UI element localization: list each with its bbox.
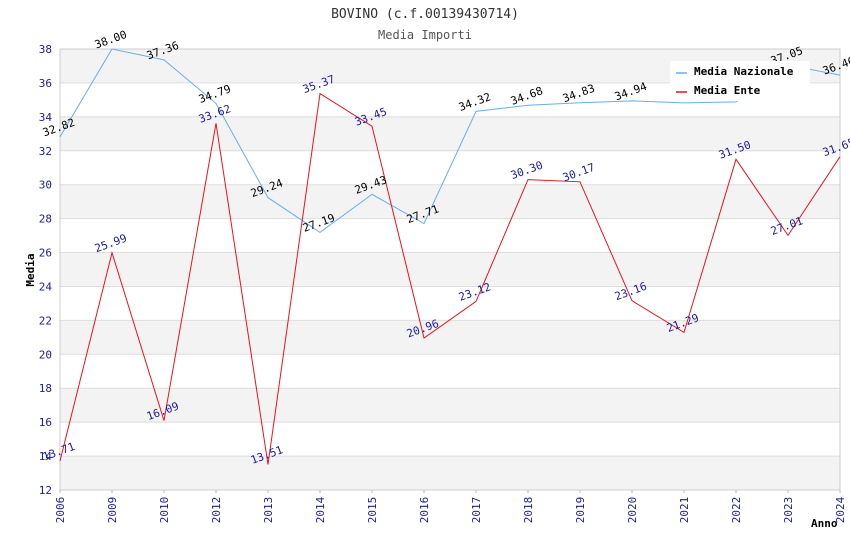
legend-box (670, 61, 810, 101)
x-tick-label: 2012 (210, 497, 223, 524)
legend-label-media-nazionale: Media Nazionale (694, 65, 794, 78)
legend-label-media-ente: Media Ente (694, 84, 761, 97)
x-tick-label: 2022 (730, 497, 743, 524)
y-tick-label: 30 (39, 179, 52, 192)
y-axis-label: Media (24, 253, 37, 286)
x-tick-label: 2013 (262, 497, 275, 524)
background-band (60, 388, 840, 423)
x-tick-label: 2018 (522, 497, 535, 524)
data-label: 25.99 (93, 232, 129, 256)
data-label: 34.83 (561, 82, 597, 106)
series-line-media-nazionale (59, 48, 841, 234)
x-tick-label: 2015 (366, 497, 379, 524)
data-label: 30.17 (561, 161, 597, 185)
data-label: 30.30 (509, 159, 545, 183)
y-tick-label: 32 (39, 145, 52, 158)
background-band (60, 116, 840, 151)
x-tick-label: 2006 (54, 497, 67, 524)
y-tick-label: 12 (39, 484, 52, 497)
x-tick-label: 2020 (626, 497, 639, 524)
series-line-media-ente (59, 92, 841, 465)
y-tick-label: 16 (39, 416, 52, 429)
background-band (60, 252, 840, 287)
plot-background-bands (60, 49, 840, 490)
x-tick-label: 2019 (574, 497, 587, 524)
x-tick-label: 2023 (782, 497, 795, 524)
y-tick-label: 18 (39, 382, 52, 395)
legend: Media Nazionale Media Ente (670, 61, 810, 101)
background-band (60, 320, 840, 355)
x-axis-ticks: 2006 2009 2010 2012 2013 2014 2015 2016 2017 2018… (54, 490, 847, 523)
background-band (60, 184, 840, 219)
y-tick-label: 14 (39, 450, 53, 463)
x-tick-label: 2021 (678, 497, 691, 524)
y-tick-label: 22 (39, 314, 52, 327)
x-tick-label: 2024 (834, 496, 847, 523)
y-tick-label: 34 (39, 111, 53, 124)
y-tick-label: 38 (39, 43, 52, 56)
chart-subtitle: Media Importi (378, 28, 472, 42)
x-tick-label: 2016 (418, 497, 431, 524)
y-tick-label: 26 (39, 247, 52, 260)
y-axis-ticks: 12 14 16 18 20 22 24 26 28 30 32 34 36 38 (39, 43, 53, 497)
y-tick-label: 28 (39, 213, 52, 226)
plot-frame (59, 48, 841, 491)
x-tick-label: 2017 (470, 497, 483, 524)
y-tick-label: 36 (39, 77, 52, 90)
x-tick-label: 2009 (106, 497, 119, 524)
y-tick-label: 24 (39, 280, 53, 293)
y-tick-label: 20 (39, 348, 52, 361)
background-band (60, 456, 840, 490)
x-tick-label: 2010 (158, 497, 171, 524)
x-tick-label: 2014 (314, 496, 327, 523)
x-axis-label: Anno (811, 517, 838, 530)
data-label: 38.00 (93, 28, 129, 52)
series-lines (59, 48, 841, 465)
chart-title: BOVINO (c.f.00139430714) (331, 7, 519, 22)
